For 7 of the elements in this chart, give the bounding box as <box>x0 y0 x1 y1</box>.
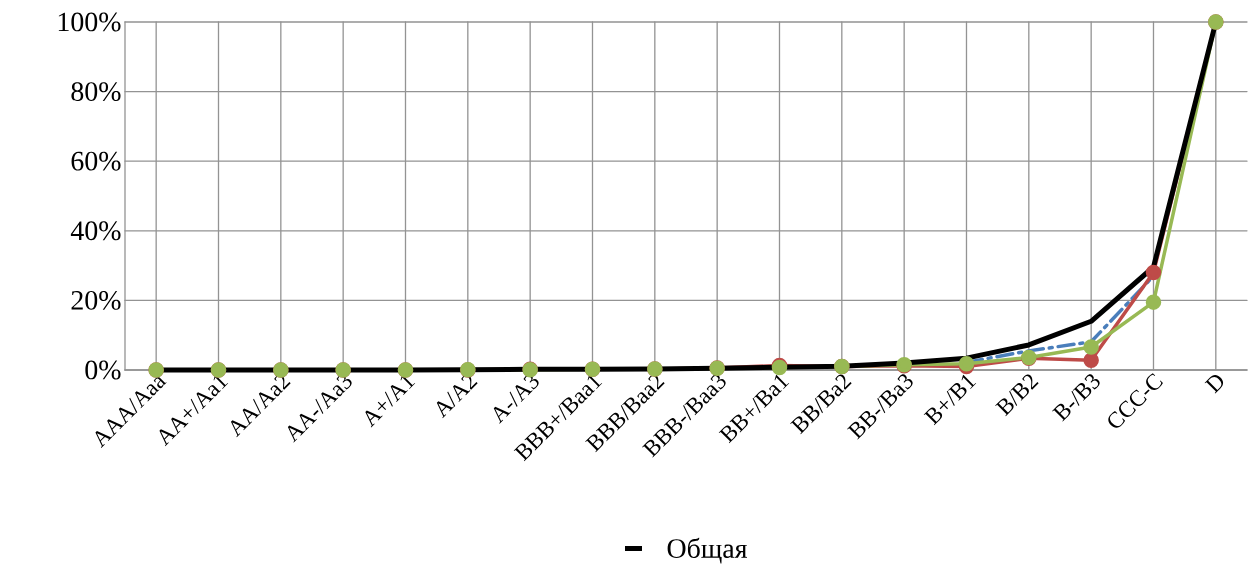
y-tick-label: 20% <box>71 290 121 310</box>
y-tick-label: 100% <box>58 12 121 32</box>
legend-label: Общая <box>667 537 748 564</box>
y-tick-label: 40% <box>70 221 121 241</box>
y-tick-label: 60% <box>71 151 121 171</box>
y-tick-label: 80% <box>71 82 121 102</box>
x-tick-label: D <box>1204 375 1224 394</box>
